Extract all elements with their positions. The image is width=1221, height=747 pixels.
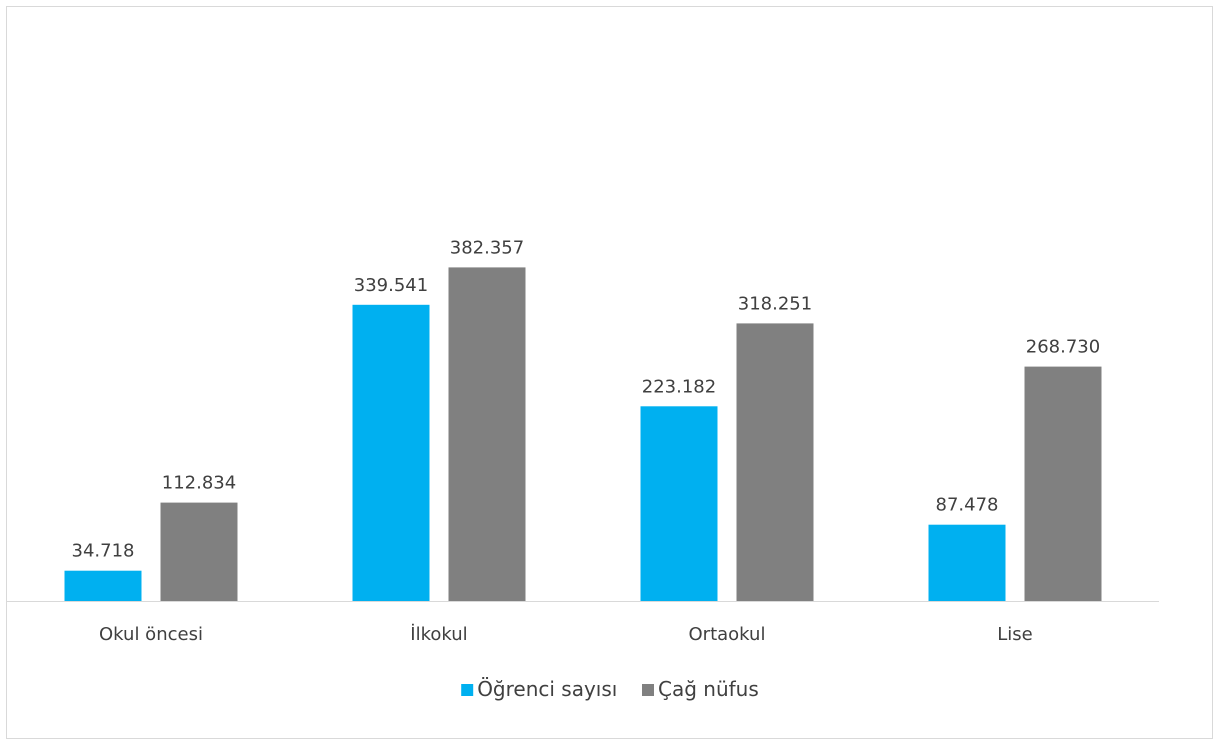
bar-cag-0 xyxy=(160,502,238,601)
data-label-cag-3: 268.730 xyxy=(1026,337,1100,358)
category-label-2: Ortaokul xyxy=(689,624,766,645)
legend-label-0: Öğrenci sayısı xyxy=(477,677,617,701)
category-label-1: İlkokul xyxy=(410,624,467,645)
chart-frame xyxy=(6,6,1213,739)
bar-ogrenci-2 xyxy=(640,406,718,601)
legend-swatch-1 xyxy=(642,684,654,696)
bar-cag-3 xyxy=(1024,366,1102,601)
legend-swatch-0 xyxy=(461,684,474,696)
data-label-cag-1: 382.357 xyxy=(450,237,524,258)
data-label-ogrenci-2: 223.182 xyxy=(642,376,716,397)
data-label-ogrenci-0: 34.718 xyxy=(72,541,135,562)
data-label-ogrenci-1: 339.541 xyxy=(354,275,428,296)
bar-cag-1 xyxy=(448,267,526,601)
data-label-cag-0: 112.834 xyxy=(162,473,236,494)
bar-ogrenci-1 xyxy=(352,304,430,601)
data-label-ogrenci-3: 87.478 xyxy=(936,495,999,516)
category-label-0: Okul öncesi xyxy=(99,624,203,645)
bar-ogrenci-0 xyxy=(64,570,142,601)
bar-ogrenci-3 xyxy=(928,524,1006,601)
bar-cag-2 xyxy=(736,323,814,601)
legend-label-1: Çağ nüfus xyxy=(658,677,759,701)
category-label-3: Lise xyxy=(997,624,1032,645)
data-label-cag-2: 318.251 xyxy=(738,293,812,314)
